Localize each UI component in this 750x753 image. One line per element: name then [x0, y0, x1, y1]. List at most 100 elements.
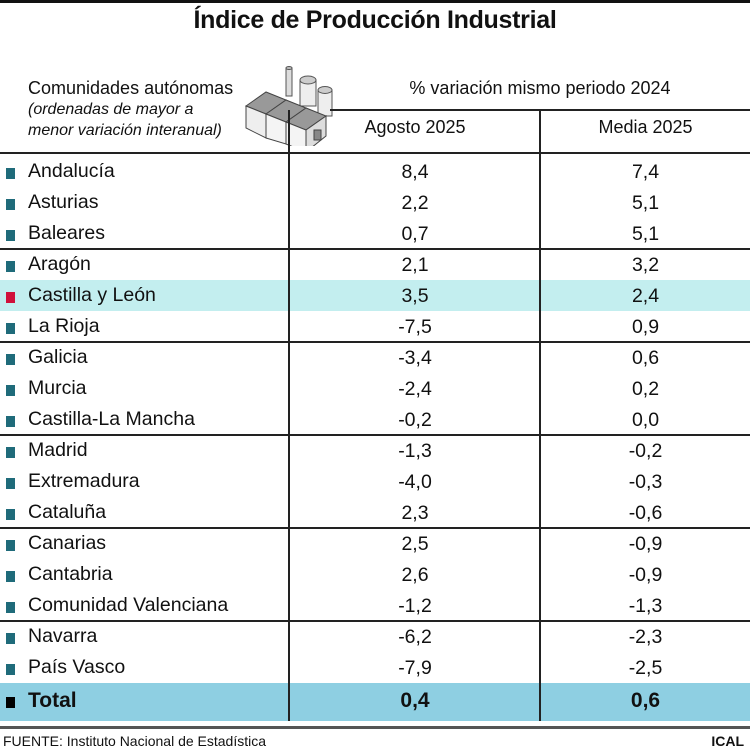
value-media: -1,3: [628, 595, 663, 617]
value-media: -0,6: [628, 502, 663, 524]
region-name: Asturias: [28, 191, 99, 213]
region-name: Cataluña: [28, 501, 107, 523]
group-divider: [0, 434, 750, 436]
region-name: Cantabria: [28, 563, 113, 585]
value-agosto: -7,5: [398, 316, 432, 338]
value-agosto: -3,4: [398, 347, 432, 369]
region-name: Comunidad Valenciana: [28, 594, 229, 616]
row-marker: [6, 385, 15, 396]
value-agosto: -1,3: [398, 440, 432, 462]
table-row: Murcia -2,4 0,2: [0, 373, 750, 404]
total-row: Total 0,4 0,6: [0, 683, 750, 721]
row-marker: [6, 230, 15, 241]
row-marker: [6, 509, 15, 520]
row-marker: [6, 540, 15, 551]
row-marker: [6, 354, 15, 365]
value-media: -2,3: [628, 626, 663, 648]
value-media: -0,9: [628, 564, 663, 586]
row-marker: [6, 168, 15, 179]
table-row: Aragón 2,1 3,2: [0, 249, 750, 280]
value-media: 7,4: [631, 161, 660, 183]
value-media: -0,3: [628, 471, 663, 493]
row-header-note-2: menor variación interanual): [28, 122, 222, 139]
table-row: Asturias 2,2 5,1: [0, 187, 750, 218]
region-name: País Vasco: [28, 656, 126, 678]
table-row: Galicia -3,4 0,6: [0, 342, 750, 373]
row-marker: [6, 697, 15, 708]
row-header-label: Comunidades autónomas: [28, 78, 234, 98]
value-media: 5,1: [631, 192, 660, 214]
column-divider-1: [288, 110, 290, 721]
total-label: Total: [28, 689, 77, 712]
value-agosto: 8,4: [401, 161, 429, 183]
table-row: Cantabria 2,6 -0,9: [0, 559, 750, 590]
total-agosto: 0,4: [400, 689, 430, 712]
row-marker: [6, 478, 15, 489]
row-marker: [6, 323, 15, 334]
group-divider: [0, 620, 750, 622]
value-media: -2,5: [628, 657, 663, 679]
region-name: La Rioja: [28, 315, 100, 337]
value-agosto: -4,0: [398, 471, 432, 493]
region-name: Galicia: [28, 346, 88, 368]
region-name: Castilla-La Mancha: [28, 408, 195, 430]
table-row: Extremadura -4,0 -0,3: [0, 466, 750, 497]
footer-rule: [0, 726, 750, 729]
region-name: Murcia: [28, 377, 87, 399]
region-name: Navarra: [28, 625, 98, 647]
column-header-agosto: Agosto 2025: [364, 117, 466, 137]
row-marker: [6, 664, 15, 675]
table-row: País Vasco -7,9 -2,5: [0, 652, 750, 683]
row-marker: [6, 602, 15, 613]
value-agosto: 2,3: [401, 502, 429, 524]
source-text: Instituto Nacional de Estadística: [66, 733, 267, 749]
value-media: 0,2: [631, 378, 660, 400]
row-header: Comunidades autónomas (ordenadas de mayo…: [28, 78, 233, 141]
region-name: Aragón: [28, 253, 91, 275]
region-name: Castilla y León: [28, 284, 156, 306]
value-agosto: 0,7: [401, 223, 429, 245]
page-title: Índice de Producción Industrial: [193, 6, 557, 34]
value-media: -0,9: [628, 533, 663, 555]
source-label: FUENTE:: [3, 733, 63, 749]
value-agosto: 2,5: [401, 533, 429, 555]
table-row: Andalucía 8,4 7,4: [0, 156, 750, 187]
super-header: % variación mismo periodo 2024: [409, 78, 671, 98]
top-rule: [0, 0, 750, 3]
value-media: 0,0: [631, 409, 660, 431]
value-agosto: 2,2: [401, 192, 429, 214]
header-divider: [330, 109, 750, 111]
value-agosto: -6,2: [398, 626, 432, 648]
table-row: Castilla y León 3,5 2,4: [0, 280, 750, 311]
value-agosto: -7,9: [398, 657, 432, 679]
row-marker: [6, 261, 15, 272]
table-row: Canarias 2,5 -0,9: [0, 528, 750, 559]
value-media: 0,9: [631, 316, 660, 338]
table-row: Navarra -6,2 -2,3: [0, 621, 750, 652]
source-note: FUENTE: Instituto Nacional de Estadístic…: [3, 733, 266, 749]
region-name: Extremadura: [28, 470, 140, 492]
table-row: Baleares 0,7 5,1: [0, 218, 750, 249]
table-row: Madrid -1,3 -0,2: [0, 435, 750, 466]
header-bottom-rule: [0, 152, 750, 154]
value-agosto: 3,5: [401, 285, 429, 307]
row-marker: [6, 416, 15, 427]
group-divider: [0, 248, 750, 250]
region-name: Baleares: [28, 222, 105, 244]
group-divider: [0, 527, 750, 529]
table-row: Comunidad Valenciana -1,2 -1,3: [0, 590, 750, 621]
row-header-note-1: (ordenadas de mayor a: [28, 101, 194, 118]
brand-logo: ICAL: [711, 733, 744, 749]
value-agosto: 2,6: [401, 564, 429, 586]
table-row: La Rioja -7,5 0,9: [0, 311, 750, 342]
table-row: Cataluña 2,3 -0,6: [0, 497, 750, 528]
region-name: Madrid: [28, 439, 88, 461]
row-marker: [6, 571, 15, 582]
region-name: Andalucía: [28, 160, 115, 182]
region-name: Canarias: [28, 532, 107, 554]
value-media: -0,2: [628, 440, 663, 462]
column-divider-2: [539, 110, 541, 721]
column-header-media: Media 2025: [598, 117, 693, 137]
value-agosto: -0,2: [398, 409, 432, 431]
row-marker: [6, 199, 15, 210]
